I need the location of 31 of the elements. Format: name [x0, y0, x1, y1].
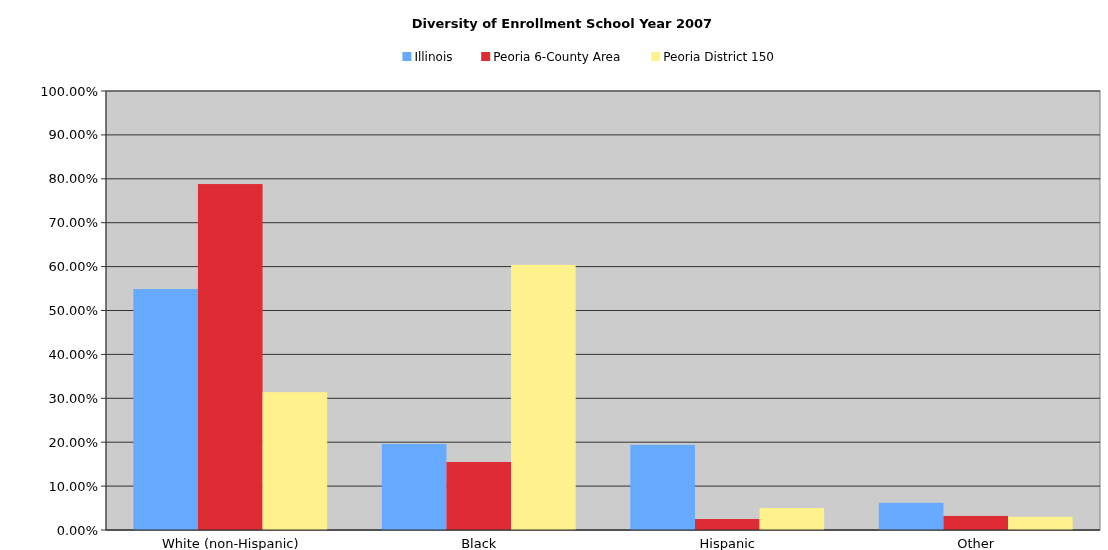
- bar: [630, 444, 695, 530]
- y-tick-label: 40.00%: [48, 346, 98, 362]
- x-tick-label: Other: [957, 536, 995, 550]
- bar: [381, 443, 447, 530]
- bar: [511, 264, 576, 530]
- legend-label: Peoria 6-County Area: [493, 50, 621, 64]
- y-tick-label: 60.00%: [48, 259, 98, 275]
- y-tick-label: 80.00%: [48, 171, 98, 187]
- legend-label: Illinois: [414, 50, 453, 64]
- bar: [943, 515, 1009, 530]
- bar: [694, 519, 760, 530]
- y-tick-label: 30.00%: [48, 390, 98, 406]
- bar: [197, 184, 263, 530]
- legend-label: Peoria District 150: [663, 50, 774, 64]
- y-tick-label: 0.00%: [56, 522, 98, 538]
- y-tick-label: 100.00%: [40, 83, 98, 99]
- y-tick-label: 20.00%: [48, 434, 98, 450]
- bar: [133, 288, 198, 530]
- bar: [1008, 516, 1073, 530]
- y-tick-label: 70.00%: [48, 215, 98, 231]
- bar: [759, 508, 825, 530]
- chart-title: Diversity of Enrollment School Year 2007: [411, 16, 713, 31]
- x-tick-label: Black: [461, 536, 497, 550]
- y-tick-label: 90.00%: [48, 127, 98, 143]
- x-tick-label: Hispanic: [699, 536, 755, 550]
- bar: [262, 392, 328, 530]
- bar: [878, 502, 944, 530]
- bar: [446, 461, 512, 530]
- x-tick-label: White (non-Hispanic): [161, 536, 299, 550]
- y-tick-label: 10.00%: [48, 478, 98, 494]
- y-tick-label: 50.00%: [48, 303, 98, 319]
